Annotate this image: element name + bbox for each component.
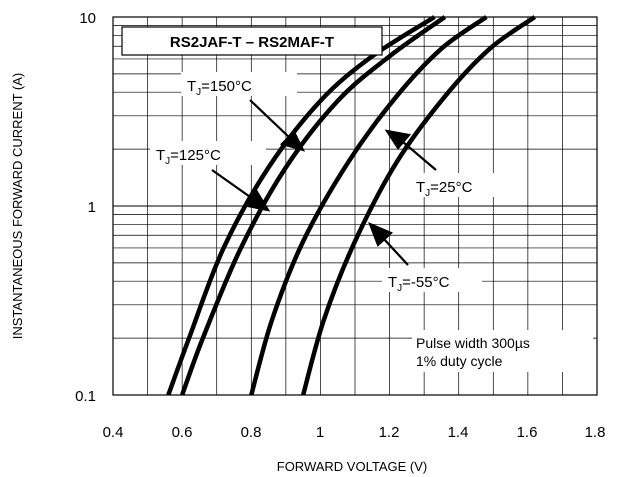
arrowhead-125 [246, 189, 271, 212]
label-rest: =25°C [430, 179, 472, 196]
x-tick-label: 0.4 [103, 424, 124, 441]
y-tick-labels: 10 1 0.1 [75, 10, 96, 405]
label-sub: J [165, 156, 170, 167]
x-tick-label: 1 [316, 424, 324, 441]
x-tick-label: 0.6 [172, 424, 193, 441]
chart-title: RS2JAF-T – RS2MAF-T [170, 34, 334, 51]
label-main: T [156, 147, 165, 164]
series-label-125: TJ=125°C [150, 141, 266, 167]
series-line [180, 15, 447, 396]
label-sub: J [397, 283, 402, 294]
arrowhead-150 [279, 130, 306, 152]
series-line [166, 15, 436, 396]
x-tick-labels: 0.4 0.6 0.8 1 1.2 1.4 1.6 1.8 [103, 424, 606, 441]
y-tick-label: 1 [88, 199, 96, 216]
label-sub: J [425, 188, 430, 199]
x-tick-label: 1.2 [379, 424, 400, 441]
series-line [249, 15, 488, 396]
arrow-125 [211, 169, 254, 200]
label-rest: =150°C [201, 78, 252, 95]
series-line [300, 15, 537, 396]
arrow-neg55 [382, 237, 409, 266]
x-axis-label: FORWARD VOLTAGE (V) [277, 459, 427, 474]
x-tick-label: 0.8 [241, 424, 262, 441]
svg-text:TJ=-55°C: TJ=-55°C [388, 274, 450, 294]
x-tick-label: 1.4 [448, 424, 469, 441]
svg-text:TJ=150°C: TJ=150°C [187, 78, 252, 98]
x-tick-label: 1.6 [517, 424, 538, 441]
y-axis-label: INSTANTANEOUS FORWARD CURRENT (A) [10, 73, 25, 340]
note-box [412, 330, 593, 372]
y-tick-label: 0.1 [75, 388, 96, 405]
label-rest: =-55°C [402, 274, 449, 291]
x-tick-label: 1.8 [585, 424, 606, 441]
note-line-2: 1% duty cycle [416, 353, 503, 369]
series-label-neg55: TJ=-55°C [382, 268, 482, 294]
label-main: T [416, 179, 425, 196]
label-sub: J [196, 87, 201, 98]
arrows [211, 99, 437, 266]
series-label-25: TJ=25°C [410, 173, 502, 199]
label-main: T [187, 78, 196, 95]
plot-frame [112, 16, 598, 396]
svg-text:TJ=125°C: TJ=125°C [156, 147, 221, 167]
arrow-150 [249, 99, 293, 141]
note-line-1: Pulse width 300µs [416, 335, 530, 351]
curves [166, 15, 537, 396]
series-label-150: TJ=150°C [181, 72, 297, 98]
arrow-25 [402, 141, 437, 171]
title-box [121, 26, 383, 56]
y-tick-label: 10 [79, 10, 96, 27]
arrowhead-25 [384, 129, 412, 150]
label-main: T [388, 274, 397, 291]
svg-text:TJ=25°C: TJ=25°C [416, 179, 473, 199]
label-rest: =125°C [170, 147, 221, 164]
arrowhead-neg55 [368, 221, 393, 247]
